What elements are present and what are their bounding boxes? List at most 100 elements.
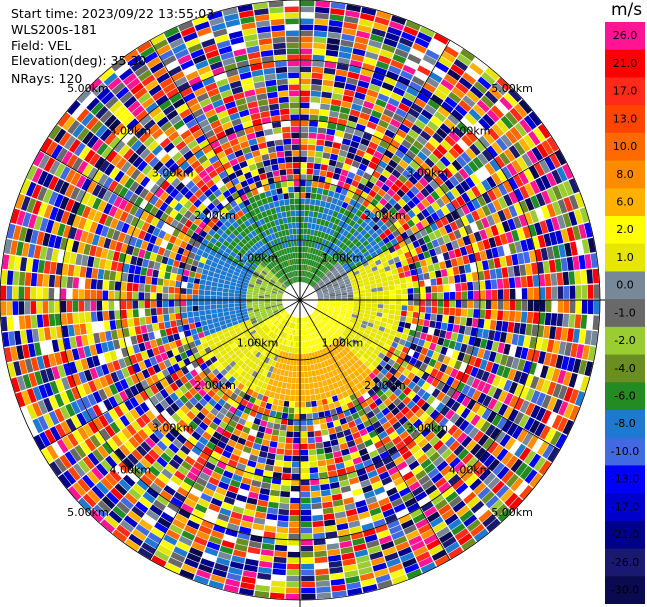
gate-cell bbox=[284, 281, 289, 287]
gate-cell bbox=[303, 234, 307, 241]
gate-cell bbox=[514, 443, 526, 458]
gate-cell bbox=[70, 201, 81, 214]
gate-cell bbox=[334, 340, 340, 347]
gate-cell bbox=[305, 186, 312, 193]
gate-cell bbox=[180, 255, 188, 263]
gate-cell bbox=[333, 362, 339, 369]
gate-cell bbox=[321, 309, 327, 314]
gate-cell bbox=[145, 376, 155, 387]
gate-cell bbox=[349, 365, 357, 373]
gate-cell bbox=[528, 111, 542, 127]
gate-cell bbox=[393, 256, 401, 263]
gate-cell bbox=[479, 229, 488, 240]
gate-cell bbox=[123, 515, 138, 528]
gate-cell bbox=[472, 318, 479, 328]
gate-cell bbox=[249, 247, 256, 254]
gate-cell bbox=[462, 334, 470, 345]
gate-cell bbox=[198, 221, 207, 230]
gate-cell bbox=[473, 290, 480, 300]
gate-cell bbox=[546, 187, 557, 203]
gate-cell bbox=[401, 139, 412, 150]
gate-cell bbox=[245, 380, 252, 388]
gate-cell bbox=[147, 140, 159, 152]
gate-cell bbox=[260, 262, 266, 268]
gate-cell bbox=[326, 272, 333, 278]
gate-cell bbox=[481, 204, 491, 217]
gate-cell bbox=[359, 236, 367, 244]
gate-cell bbox=[373, 518, 386, 528]
gate-cell bbox=[496, 169, 507, 183]
gate-cell bbox=[469, 173, 481, 185]
gate-cell bbox=[568, 194, 579, 210]
gate-cell bbox=[254, 511, 267, 519]
gate-cell bbox=[399, 351, 407, 360]
gate-cell bbox=[341, 273, 348, 278]
gate-cell bbox=[161, 468, 173, 480]
gate-cell bbox=[328, 222, 334, 229]
gate-cell bbox=[348, 212, 355, 220]
gate-cell bbox=[109, 239, 118, 251]
gate-cell bbox=[91, 138, 104, 152]
gate-cell bbox=[335, 225, 342, 233]
gate-cell bbox=[222, 416, 231, 425]
gate-cell bbox=[279, 317, 284, 322]
gate-cell bbox=[334, 387, 342, 395]
gate-cell bbox=[188, 317, 195, 324]
gate-cell bbox=[417, 353, 426, 362]
gate-cell bbox=[111, 82, 126, 95]
gate-cell bbox=[348, 115, 359, 123]
gate-cell bbox=[412, 255, 420, 263]
gate-cell bbox=[310, 479, 320, 486]
gate-cell bbox=[590, 253, 598, 268]
gate-cell bbox=[385, 164, 395, 174]
gate-cell bbox=[323, 296, 330, 299]
gate-cell bbox=[504, 492, 519, 507]
gate-cell bbox=[164, 158, 175, 169]
gate-cell bbox=[563, 180, 574, 196]
gate-cell bbox=[351, 193, 360, 201]
gate-cell bbox=[305, 335, 309, 341]
gate-cell bbox=[440, 373, 450, 384]
gate-cell bbox=[234, 409, 243, 418]
gate-cell bbox=[389, 375, 398, 384]
gate-cell bbox=[236, 374, 244, 383]
gate-cell bbox=[84, 278, 92, 289]
gate-cell bbox=[152, 346, 160, 356]
gate-cell bbox=[159, 263, 167, 272]
gate-cell bbox=[357, 330, 364, 336]
gate-cell bbox=[345, 126, 355, 135]
gate-cell bbox=[109, 320, 117, 330]
gate-cell bbox=[103, 203, 113, 215]
gate-cell bbox=[358, 312, 365, 317]
gate-cell bbox=[210, 261, 218, 268]
gate-cell bbox=[322, 307, 329, 311]
gate-cell bbox=[278, 343, 283, 350]
gate-cell bbox=[451, 86, 465, 99]
gate-cell bbox=[130, 373, 140, 385]
gate-cell bbox=[304, 252, 308, 259]
gate-cell bbox=[306, 329, 310, 335]
gate-cell bbox=[259, 560, 273, 568]
gate-cell bbox=[354, 390, 362, 399]
gate-cell bbox=[341, 302, 348, 305]
gate-cell bbox=[266, 321, 272, 327]
gate-cell bbox=[425, 484, 438, 496]
gate-cell bbox=[539, 220, 549, 234]
gate-cell bbox=[117, 109, 131, 122]
gate-cell bbox=[417, 338, 426, 347]
gate-cell bbox=[349, 219, 356, 227]
gate-cell bbox=[287, 377, 292, 383]
gate-cell bbox=[242, 514, 254, 523]
gate-cell bbox=[344, 502, 356, 511]
gate-cell bbox=[155, 381, 165, 392]
gate-cell bbox=[431, 300, 438, 307]
gate-cell bbox=[72, 289, 79, 300]
gate-cell bbox=[489, 499, 504, 513]
gate-cell bbox=[442, 315, 449, 323]
gate-cell bbox=[412, 42, 427, 54]
gate-cell bbox=[325, 391, 332, 398]
gate-cell bbox=[327, 464, 337, 472]
gate-cell bbox=[488, 458, 501, 472]
gate-cell bbox=[531, 262, 539, 275]
gate-cell bbox=[216, 291, 223, 296]
